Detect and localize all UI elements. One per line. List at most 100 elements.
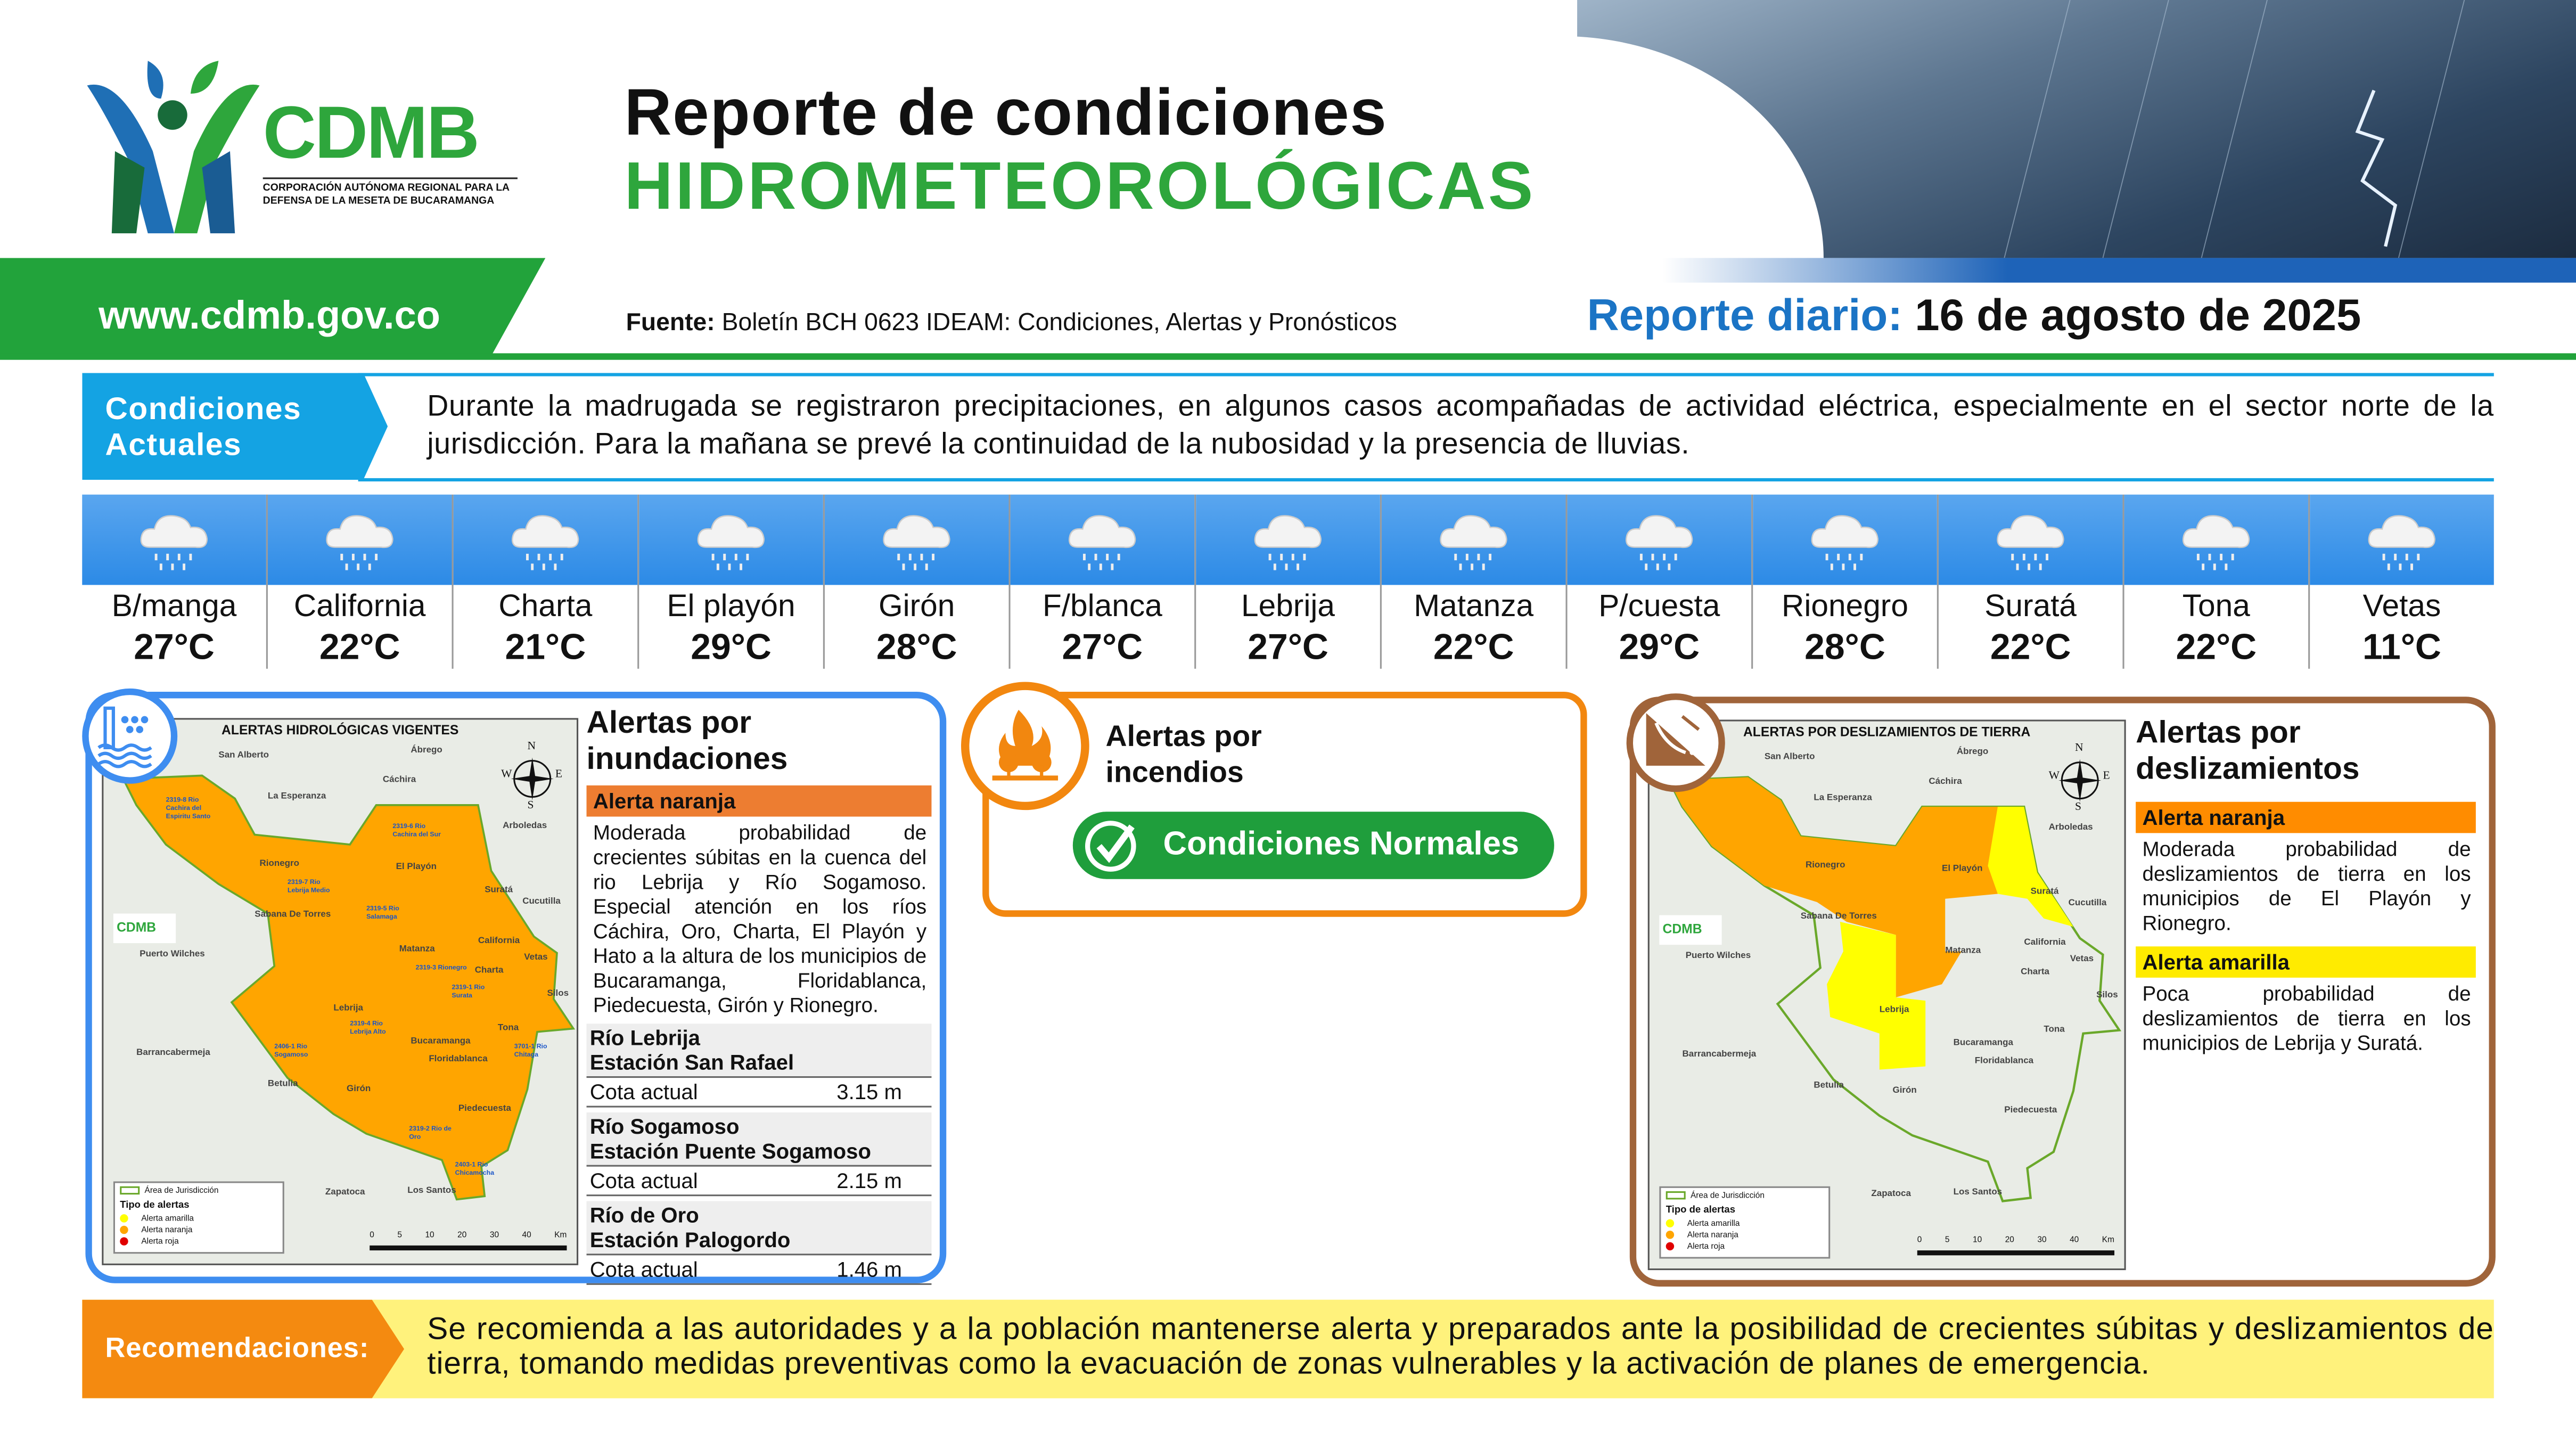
flood-alerts-panel: ALERTAS HIDROLÓGICAS VIGENTES 2319-8 Rio… [82,688,947,1285]
rain-cloud-icon [824,494,1009,585]
scale-tick: Km [2102,1235,2114,1246]
station-name: Rionegro [1782,590,1908,625]
map-place-label: Piedecuesta [458,1104,511,1114]
orange-alert-region [121,774,576,1201]
map-place-label: Rionegro [1805,861,1845,871]
map-place-label: Arboledas [2048,823,2093,833]
map-place-label: Bucaramanga [1953,1038,2013,1049]
map-regions [1667,776,2122,1202]
weather-station-5: F/blanca 27°C [1010,494,1196,669]
source-line: Fuente: Boletín BCH 0623 IDEAM: Condicio… [626,309,1397,337]
rain-cloud-icon [1196,494,1380,585]
station-temperature: 29°C [691,626,772,667]
flood-icon [82,688,178,784]
header-background [0,36,1824,283]
station-header: Río Lebrija Estación San Rafael [586,1024,932,1078]
map-place-label: Lebrija [333,1004,364,1014]
website-link[interactable]: www.cdmb.gov.co [99,294,441,339]
flood-alert-badge: Alerta naranja [586,785,932,817]
basin-label: 2319-4 Rio Lebrija Alto [350,1019,386,1035]
map-place-label: Los Santos [407,1186,456,1197]
fire-title: Alertas por incendios [1105,719,1262,789]
map-place-label: Cáchira [1929,777,1962,787]
landslide-info: Alertas por deslizamientos Alerta naranj… [2136,716,2476,1057]
map-place-label: Suratá [485,886,513,896]
map-place-label: El Playón [1942,864,1983,874]
map-place-label: Zapatoca [1871,1189,1911,1200]
yellow-alert-region [1988,806,2073,927]
orange-alert-region [1669,777,2024,997]
basin-label: 2319-7 Rio Lebrija Medio [287,877,330,894]
level-value: 3.15 m [836,1079,902,1104]
map-place-label: Silos [547,989,569,999]
legend-item: Alerta naranja [120,1226,277,1238]
legend-dot [120,1226,128,1234]
map-cdmb-logo: CDMB [1659,915,1722,945]
scale-tick: Km [554,1231,567,1241]
legend-item: Alerta amarilla [1666,1219,1824,1231]
station-header: Río Sogamoso Estación Puente Sogamoso [586,1112,932,1167]
basin-label: 2403-1 Rio Chicamocha [455,1160,495,1177]
rain-cloud-icon [639,494,823,585]
station-name: Vetas [2362,590,2441,625]
fire-status-badge: Condiciones Normales [1072,812,1554,879]
station-name: F/blanca [1042,590,1162,625]
weather-station-8: P/cuesta 29°C [1567,494,1753,669]
map-place-label: Sabana De Torres [1800,912,1877,922]
rain-cloud-icon [1381,494,1566,585]
rain-cloud-icon [2124,494,2309,585]
map-place-label: El Playón [396,862,437,873]
legend-area: Área de Jurisdicción [1666,1191,1824,1203]
recommendations-text: Se recomienda a las autoridades y a la p… [427,1313,2494,1382]
page-title: Reporte de condiciones [624,77,1388,150]
fire-icon [961,682,1089,811]
station-temperature: 22°C [319,626,400,667]
station-temperature: 22°C [1990,626,2071,667]
scale-tick: 5 [397,1231,402,1241]
scale-tick: 40 [522,1231,531,1241]
legend-label: Alerta naranja [141,1225,193,1236]
map-place-label: Girón [1892,1086,1917,1096]
level-label: Cota actual [589,1079,698,1104]
map-place-label: La Esperanza [267,792,326,802]
map-place-label: Los Santos [1953,1188,2003,1198]
legend-label: Alerta amarilla [1687,1219,1740,1229]
map-place-label: Lebrija [1879,1005,1909,1016]
weather-station-11: Tona 22°C [2124,494,2310,669]
legend-area-label: Área de Jurisdicción [1690,1191,1765,1201]
legend-label: Alerta roja [141,1237,179,1247]
map-place-label: Floridablanca [429,1054,488,1065]
source-label: Fuente: [626,309,715,337]
compass-letter: W [501,767,512,781]
level-value: 2.15 m [836,1168,902,1193]
map-regions [121,774,576,1201]
map-place-label: Rionegro [259,859,299,870]
station-temperature: 21°C [505,626,586,667]
map-place-label: San Alberto [218,751,269,761]
map-place-label: Bucaramanga [411,1036,471,1047]
compass-letter: N [2074,741,2083,755]
flood-alert-map: ALERTAS HIDROLÓGICAS VIGENTES 2319-8 Rio… [102,718,579,1265]
station-header: Río de Oro Estación Palogordo [586,1201,932,1256]
compass-icon: N S W E [501,739,563,812]
legend-item: Alerta amarilla [120,1214,277,1226]
scale-tick: 0 [370,1231,374,1241]
url-banner [0,258,546,357]
scale-bar: 0 5 10 20 30 40 Km [370,1231,567,1251]
landslide-alert-description: Poca probabilidad de deslizamientos de t… [2142,983,2471,1055]
station-level-row: Cota actual 2.15 m [586,1167,932,1197]
rain-cloud-icon [1938,494,2123,585]
source-text: Boletín BCH 0623 IDEAM: Condiciones, Ale… [721,309,1397,337]
legend-dot [1666,1219,1675,1228]
flood-title: Alertas por inundaciones [586,706,788,777]
river-name: Río Sogamoso [589,1114,740,1139]
station-level-row: Cota actual 3.15 m [586,1078,932,1108]
flood-info: Alertas por inundaciones Alerta naranja … [586,706,932,1285]
rain-cloud-icon [453,494,638,585]
compass-icon: N S W E [2049,741,2111,814]
basin-label: 2319-6 Rio Cachira del Sur [392,821,441,838]
rain-cloud-icon [1567,494,1752,585]
legend-dot [120,1214,128,1223]
map-place-label: California [478,936,520,947]
map-place-label: Silos [2096,990,2118,1001]
